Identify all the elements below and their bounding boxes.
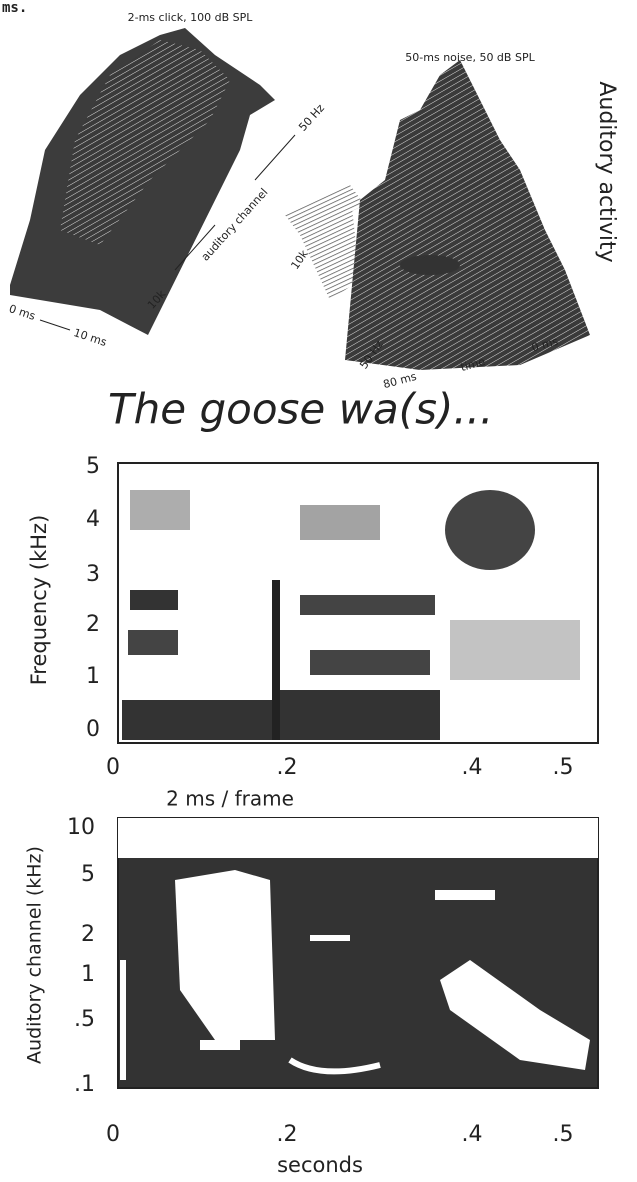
x-axis-label: seconds	[277, 1153, 363, 1177]
axis-end: 10 ms	[72, 326, 109, 349]
plot-title: 2-ms click, 100 dB SPL	[128, 11, 254, 24]
y-tick-label: 1	[86, 664, 100, 689]
y-tick-label: 3	[86, 562, 100, 587]
x-tick-label: 0	[106, 1122, 120, 1147]
y-tick-label: 2	[81, 922, 95, 947]
y-tick-label: 1	[81, 962, 95, 987]
y-tick-label: 0	[86, 717, 100, 742]
x-tick-label: .5	[553, 1122, 574, 1147]
figure: ms. 2-ms click, 100 dB SPL auditory chan…	[0, 0, 637, 1182]
y-tick-label: 5	[81, 862, 95, 887]
y-tick-label: 10	[67, 815, 95, 840]
spectrogram: 5 4 3 2 1 0 0 .2 .4 .5 Frequency (kHz)	[27, 454, 598, 780]
click-plot: 2-ms click, 100 dB SPL auditory channel …	[7, 11, 327, 349]
x-tick-label: .5	[553, 755, 574, 780]
axis-end: 0 ms	[7, 302, 37, 323]
x-tick-label: .2	[277, 1122, 298, 1147]
x-tick-label: 0	[106, 755, 120, 780]
y-tick-label: 5	[86, 454, 100, 479]
y-tick-label: 4	[86, 507, 100, 532]
side-label: Auditory activity	[594, 81, 619, 262]
axis-end: 50 Hz	[296, 101, 327, 133]
fragment: ms.	[2, 0, 27, 16]
y-axis-label: Auditory channel (kHz)	[24, 846, 46, 1064]
x-tick-label: .4	[462, 755, 483, 780]
x-tick-label: .2	[277, 755, 298, 780]
y-tick-label: .5	[74, 1007, 95, 1032]
frame-note: 2 ms / frame	[166, 787, 294, 811]
y-tick-label: 2	[86, 612, 100, 637]
cochleagram: 10 5 2 1 .5 .1 0 .2 .4 .5 Auditory chann…	[24, 815, 599, 1177]
utterance: The goose wa(s)...	[108, 385, 493, 434]
plot-title: 50-ms noise, 50 dB SPL	[405, 51, 535, 64]
x-tick-label: .4	[462, 1122, 483, 1147]
noise-plot: 50-ms noise, 50 dB SPL 10k 50 Hz 80 ms t…	[285, 51, 590, 391]
y-tick-label: .1	[74, 1072, 95, 1097]
y-axis-label: Frequency (kHz)	[27, 515, 51, 686]
